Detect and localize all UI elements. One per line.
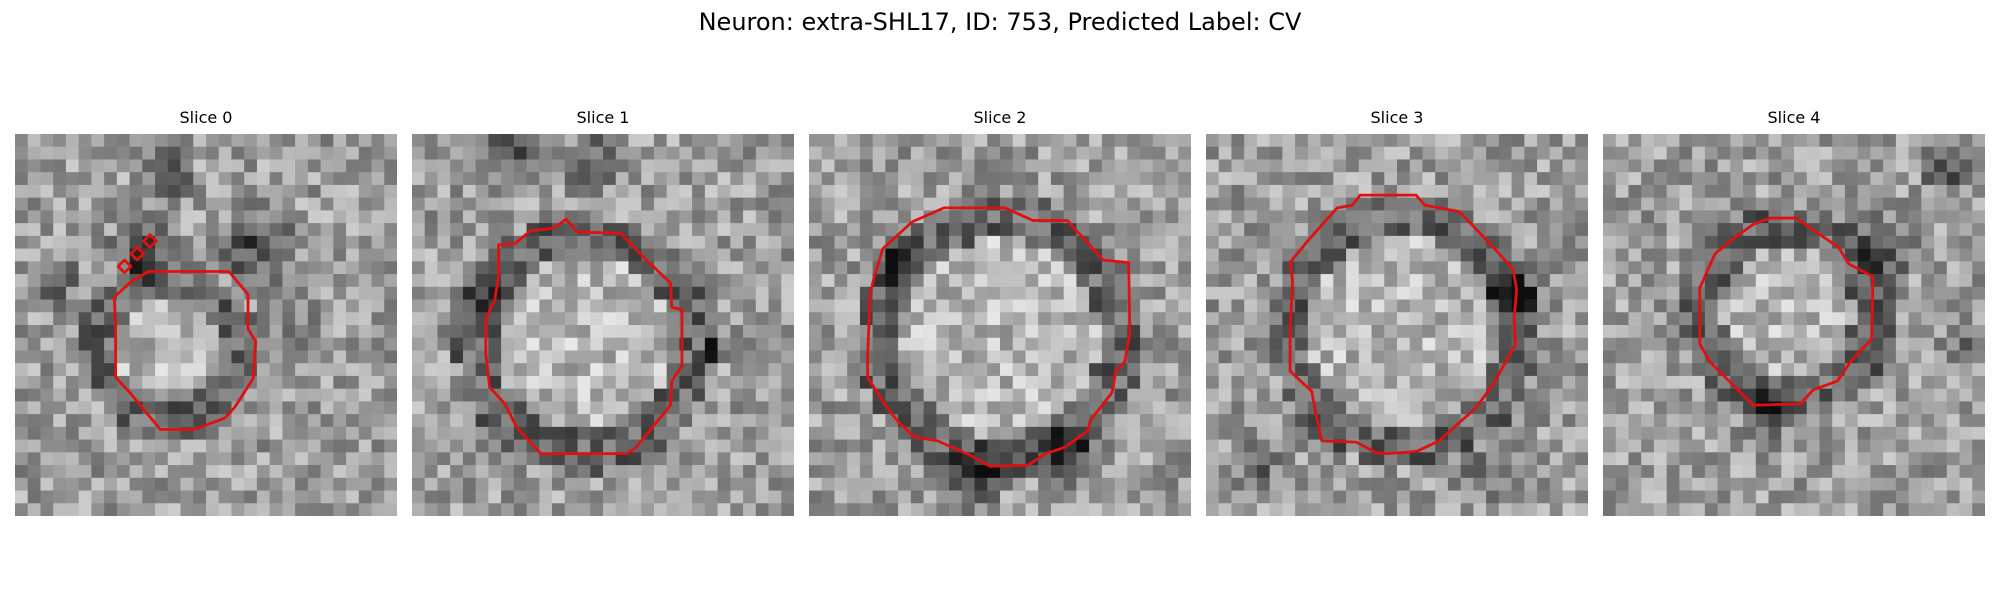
slice-image-3 [1206, 134, 1588, 516]
slice-canvas-3 [1206, 134, 1588, 516]
grayscale-pixels-4 [1603, 134, 1985, 516]
slice-title-3: Slice 3 [1370, 108, 1424, 127]
slice-title-4: Slice 4 [1767, 108, 1821, 127]
segmentation-outline-0 [112, 270, 258, 431]
slice-canvas-1 [412, 134, 794, 516]
segmentation-outline-2 [866, 206, 1132, 468]
segmentation-outline-1 [484, 217, 684, 456]
segmentation-outline-0b [116, 233, 158, 275]
slice-panel-2: Slice 2 [809, 108, 1191, 518]
slice-image-1 [412, 134, 794, 516]
grayscale-pixels-2 [809, 134, 1191, 516]
slice-title-2: Slice 2 [973, 108, 1027, 127]
slice-image-4 [1603, 134, 1985, 516]
grayscale-pixels-3 [1206, 134, 1588, 516]
slice-image-2 [809, 134, 1191, 516]
figure-title: Neuron: extra-SHL17, ID: 753, Predicted … [698, 8, 1302, 36]
segmentation-outline-4 [1698, 216, 1875, 407]
slice-canvas-4 [1603, 134, 1985, 516]
grayscale-pixels-0 [15, 134, 397, 516]
slice-title-0: Slice 0 [179, 108, 233, 127]
slice-canvas-2 [809, 134, 1191, 516]
slice-panel-4: Slice 4 [1603, 108, 1985, 518]
slice-title-1: Slice 1 [576, 108, 630, 127]
slice-image-0 [15, 134, 397, 516]
slice-panel-1: Slice 1 [412, 108, 794, 518]
segmentation-outline-3 [1288, 193, 1519, 456]
slice-panel-0: Slice 0 [15, 108, 397, 518]
slice-canvas-0 [15, 134, 397, 516]
grayscale-pixels-1 [412, 134, 794, 516]
slice-panel-3: Slice 3 [1206, 108, 1588, 518]
